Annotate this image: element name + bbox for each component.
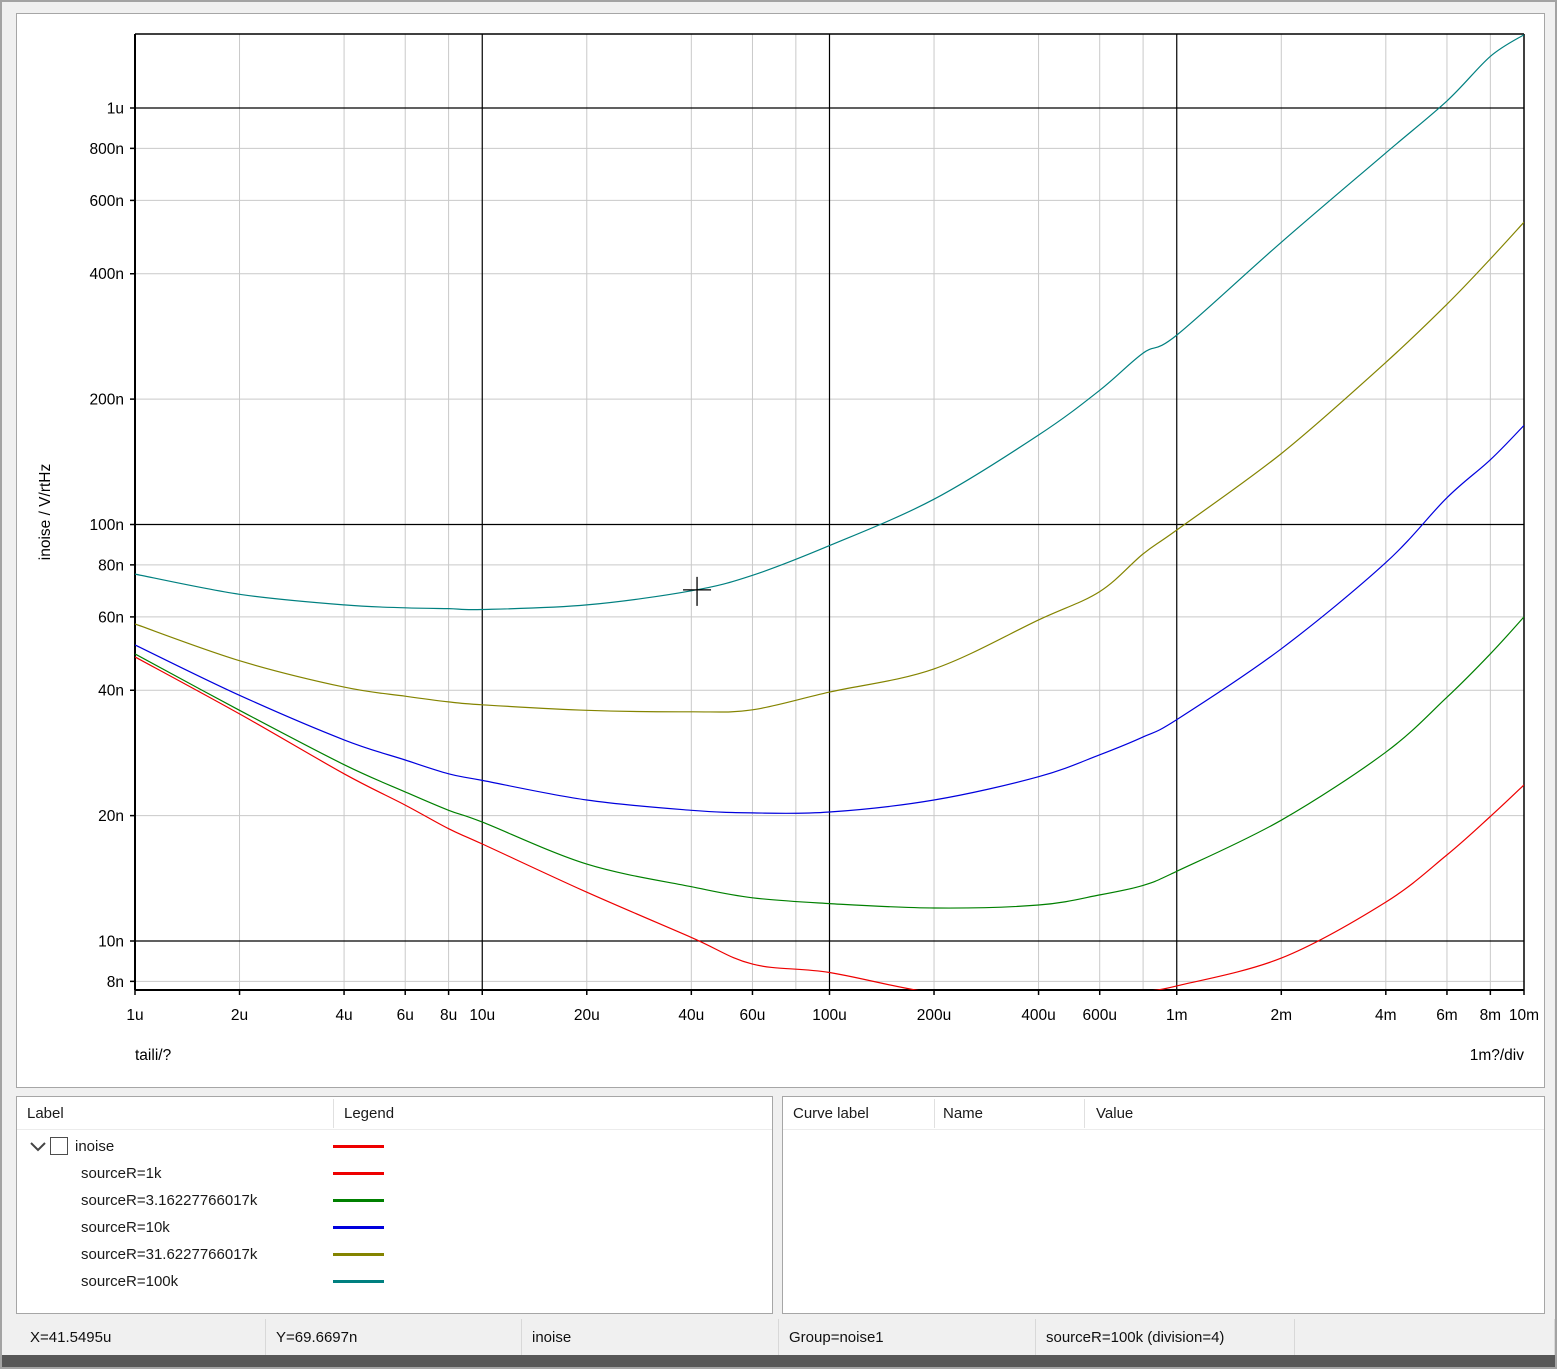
x-tick-label: 40u <box>678 1007 704 1024</box>
x-tick-label: 4m <box>1375 1007 1397 1024</box>
legend-item-label[interactable]: sourceR=3.16227766017k <box>81 1192 258 1209</box>
x-tick-label: 4u <box>335 1007 352 1024</box>
y-tick-label: 10n <box>98 934 124 951</box>
legend-panel-header: Label Legend <box>17 1097 772 1130</box>
legend-item-row-0[interactable]: sourceR=1k <box>17 1160 772 1187</box>
legend-item-label[interactable]: sourceR=1k <box>81 1165 162 1182</box>
y-tick-label: 200n <box>90 392 124 409</box>
curve-sourceR=10k[interactable] <box>135 424 1524 814</box>
legend-rows: inoise sourceR=1k sourceR=3.16227766017k so… <box>17 1133 772 1295</box>
status-segment-2: inoise <box>522 1319 779 1357</box>
window-bottom-edge <box>2 1355 1555 1367</box>
x-tick-label: 600u <box>1082 1007 1116 1024</box>
x-axis-footer-right: 1m?/div <box>1470 1047 1525 1064</box>
x-tick-label: 8u <box>440 1007 457 1024</box>
y-tick-label: 40n <box>98 683 124 700</box>
x-tick-label: 8m <box>1480 1007 1502 1024</box>
curve-sourceR=100k[interactable] <box>135 34 1524 611</box>
legend-item-label[interactable]: sourceR=31.6227766017k <box>81 1246 258 1263</box>
status-segment-1: Y=69.6697n <box>266 1319 522 1357</box>
legend-item-label[interactable]: sourceR=100k <box>81 1273 179 1290</box>
noise-chart-canvas[interactable]: 1u800n600n400n200n100n80n60n40n20n10n8n1… <box>17 14 1544 1087</box>
y-tick-label: 800n <box>90 141 124 158</box>
x-tick-label: 10u <box>469 1007 495 1024</box>
y-tick-label: 20n <box>98 808 124 825</box>
status-segment-5 <box>1295 1319 1555 1357</box>
legend-item-row-4[interactable]: sourceR=100k <box>17 1268 772 1295</box>
legend-color-swatch <box>333 1280 384 1283</box>
y-tick-label: 60n <box>98 609 124 626</box>
x-tick-label: 60u <box>740 1007 766 1024</box>
y-axis-title: inoise / V/rtHz <box>37 464 54 560</box>
status-segment-0: X=41.5495u <box>2 1319 266 1357</box>
legend-color-swatch <box>333 1253 384 1256</box>
x-tick-label: 10m <box>1509 1007 1539 1024</box>
legend-item-row-3[interactable]: sourceR=31.6227766017k <box>17 1241 772 1268</box>
legend-color-swatch <box>333 1199 384 1202</box>
plot-panel: 1u 800n 600n 400n 200n 100n 80n 60n 40n 20n 10n 8n 1… <box>16 13 1545 1088</box>
curve-header-divider-2 <box>1084 1099 1085 1128</box>
legend-item-row-1[interactable]: sourceR=3.16227766017k <box>17 1187 772 1214</box>
x-tick-label: 2m <box>1271 1007 1293 1024</box>
status-segment-3: Group=noise1 <box>779 1319 1036 1357</box>
legend-color-swatch <box>333 1145 384 1148</box>
legend-item-row-2[interactable]: sourceR=10k <box>17 1214 772 1241</box>
x-tick-label: 200u <box>917 1007 951 1024</box>
chevron-down-icon[interactable] <box>29 1139 47 1154</box>
legend-color-swatch <box>333 1172 384 1175</box>
legend-column-header: Legend <box>344 1105 395 1122</box>
curve-sourceR=3.16227766017k[interactable] <box>135 616 1524 909</box>
label-column-header: Label <box>27 1105 64 1122</box>
y-tick-label: 600n <box>90 193 124 210</box>
name-column-header: Name <box>943 1105 984 1122</box>
curves-group <box>135 34 1524 1001</box>
y-tick-label: 400n <box>90 266 124 283</box>
x-tick-label: 6m <box>1436 1007 1458 1024</box>
legend-color-swatch <box>333 1226 384 1229</box>
legend-group-row-inoise[interactable]: inoise <box>17 1133 772 1160</box>
x-tick-label: 400u <box>1021 1007 1055 1024</box>
legend-header-divider <box>333 1099 334 1128</box>
status-segment-4: sourceR=100k (division=4) <box>1036 1319 1295 1357</box>
x-tick-label: 1u <box>126 1007 143 1024</box>
y-tick-label: 1u <box>107 101 124 118</box>
y-tick-label: 100n <box>90 517 124 534</box>
legend-item-label[interactable]: sourceR=10k <box>81 1219 170 1236</box>
y-tick-label: 80n <box>98 557 124 574</box>
curve-panel-header: Curve label Name Value <box>783 1097 1544 1130</box>
curve-sourceR=31.6227766017k[interactable] <box>135 221 1524 713</box>
curve-sourceR=1k[interactable] <box>135 656 1524 1001</box>
legend-group-label[interactable]: inoise <box>75 1138 115 1155</box>
y-tick-label: 8n <box>107 974 124 991</box>
curve-info-panel: Curve label Name Value <box>782 1096 1545 1314</box>
x-tick-label: 6u <box>397 1007 414 1024</box>
x-tick-label: 20u <box>574 1007 600 1024</box>
status-bar: X=41.5495u Y=69.6697n inoise Group=noise1 so… <box>2 1319 1555 1357</box>
x-tick-label: 2u <box>231 1007 248 1024</box>
x-tick-label: 1m <box>1166 1007 1188 1024</box>
legend-panel: Label Legend inoise sourceR=1k sourceR=3.1… <box>16 1096 773 1314</box>
inoise-checkbox[interactable] <box>50 1137 68 1155</box>
value-column-header: Value <box>1096 1105 1134 1122</box>
x-tick-label: 100u <box>812 1007 846 1024</box>
curve-header-divider-1 <box>934 1099 935 1128</box>
x-axis-footer-left: taili/? <box>135 1047 172 1064</box>
curve-label-column-header: Curve label <box>793 1105 869 1122</box>
